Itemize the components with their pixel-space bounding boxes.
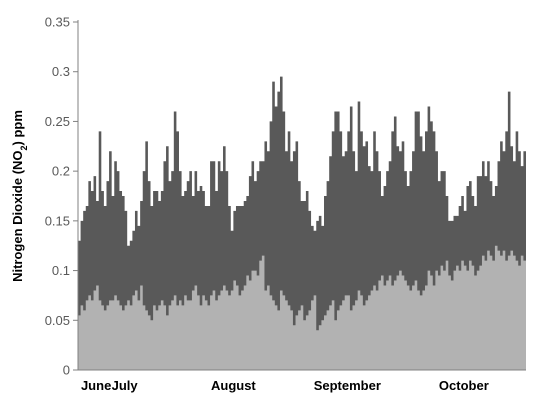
plot-area bbox=[78, 76, 526, 370]
y-tick-label: 0.25 bbox=[45, 114, 70, 129]
series-1-area bbox=[78, 245, 526, 370]
x-month-label: June bbox=[81, 378, 111, 393]
x-month-label: July bbox=[112, 378, 139, 393]
y-tick-label: 0.05 bbox=[45, 313, 70, 328]
x-month-label: October bbox=[439, 378, 489, 393]
x-month-label: September bbox=[314, 378, 381, 393]
y-tick-label: 0.2 bbox=[52, 164, 70, 179]
y-tick-label: 0 bbox=[63, 363, 70, 378]
y-tick-label: 0.3 bbox=[52, 64, 70, 79]
labels: 0 0.05 0.1 0.15 0.2 0.25 0.3 0.35 June July August… bbox=[10, 15, 489, 394]
axes bbox=[73, 20, 526, 371]
x-month-label: August bbox=[211, 378, 256, 393]
y-tick-label: 0.15 bbox=[45, 213, 70, 228]
y-tick-label: 0.35 bbox=[45, 15, 70, 30]
y-tick-label: 0.1 bbox=[52, 263, 70, 278]
y-axis-title: Nitrogen Dioxide (NO2) ppm bbox=[10, 110, 29, 282]
